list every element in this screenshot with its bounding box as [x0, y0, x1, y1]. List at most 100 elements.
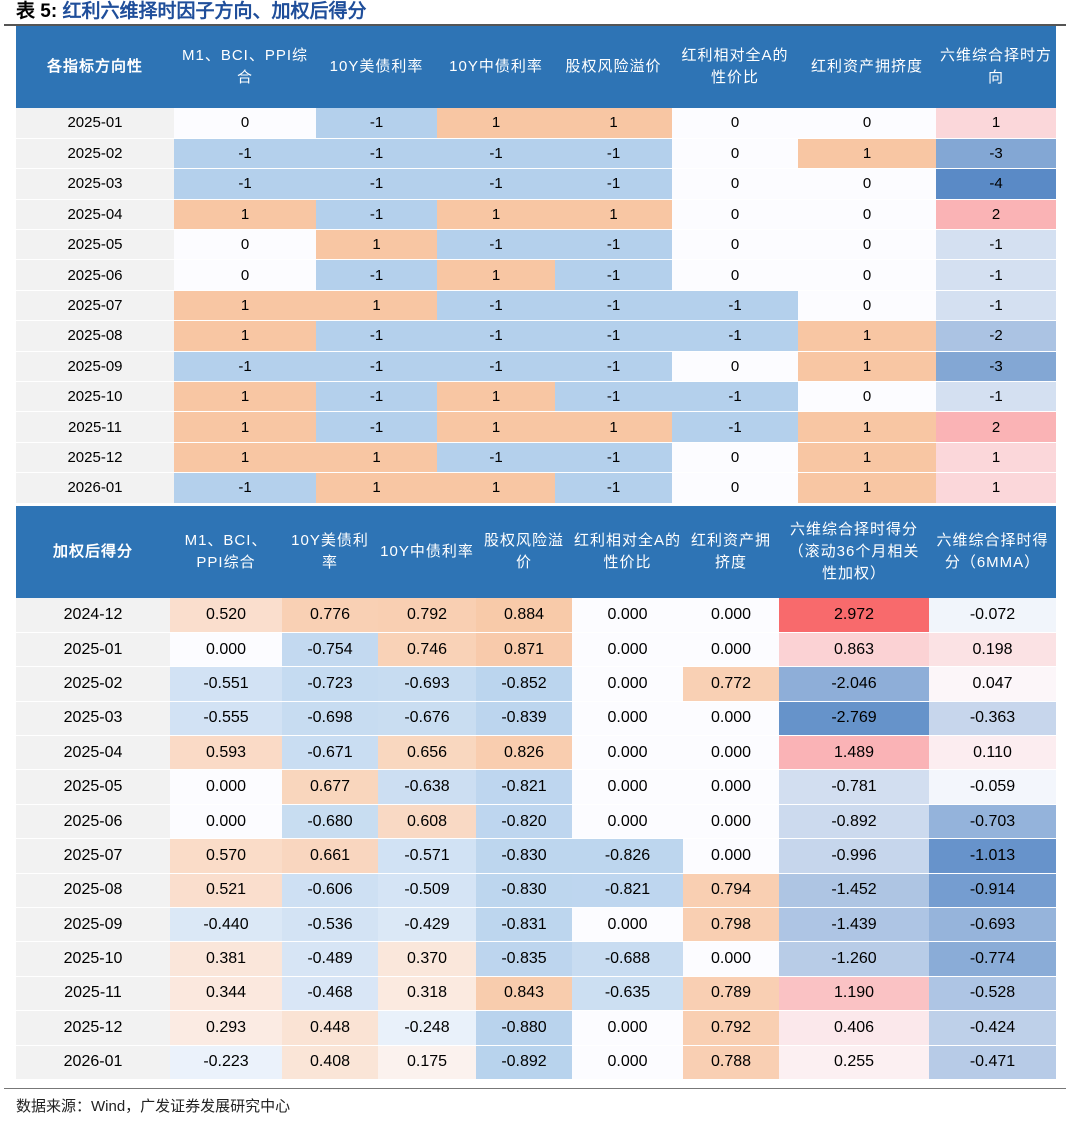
- value-cell: 0.381: [170, 941, 282, 977]
- column-header: 加权后得分: [16, 506, 170, 598]
- value-cell: -1: [316, 411, 437, 443]
- table-row: 2025-06 0 -1 1 -1 0 0 -1: [16, 259, 1056, 291]
- value-cell: 0: [174, 259, 316, 291]
- value-cell: -0.831: [476, 907, 572, 943]
- value-cell: -0.072: [929, 598, 1056, 633]
- value-cell: -0.680: [282, 804, 378, 840]
- value-cell: -1: [555, 442, 672, 474]
- date-cell: 2025-05: [16, 769, 170, 805]
- date-cell: 2025-04: [16, 735, 170, 771]
- value-cell: -0.693: [378, 666, 476, 702]
- value-cell: 0.788: [683, 1045, 779, 1080]
- table-row: 2025-02 -0.551 -0.723 -0.693 -0.852 0.000 0.77…: [16, 666, 1056, 702]
- date-cell: 2025-04: [16, 199, 174, 231]
- table-separator: [16, 503, 1056, 506]
- value-cell: -0.852: [476, 666, 572, 702]
- value-cell: 0.608: [378, 804, 476, 840]
- value-cell: 0.000: [683, 769, 779, 805]
- factor-direction-table: 各指标方向性 M1、BCI、PPI综合 10Y美债利率 10Y中债利率 股权风险溢价 红利…: [16, 26, 1056, 504]
- value-cell: -1: [437, 138, 555, 170]
- value-cell: -0.555: [170, 701, 282, 737]
- value-cell: -1: [555, 472, 672, 504]
- date-cell: 2025-07: [16, 290, 174, 322]
- value-cell: 0.000: [683, 701, 779, 737]
- value-cell: 1.190: [779, 976, 929, 1012]
- value-cell: -1.013: [929, 838, 1056, 874]
- value-cell: 0.293: [170, 1010, 282, 1046]
- value-cell: 0: [672, 168, 798, 200]
- value-cell: 1: [798, 472, 936, 504]
- value-cell: 0.000: [572, 1045, 683, 1080]
- value-cell: -0.489: [282, 941, 378, 977]
- value-cell: -4: [936, 168, 1056, 200]
- value-cell: -1: [672, 381, 798, 413]
- value-cell: 0.000: [572, 666, 683, 702]
- value-cell: 0.318: [378, 976, 476, 1012]
- value-cell: 0: [798, 199, 936, 231]
- value-cell: -1: [555, 259, 672, 291]
- value-cell: -0.248: [378, 1010, 476, 1046]
- value-cell: -0.606: [282, 873, 378, 909]
- date-cell: 2025-05: [16, 229, 174, 261]
- value-cell: 1: [555, 199, 672, 231]
- table-row: 2025-05 0 1 -1 -1 0 0 -1: [16, 229, 1056, 261]
- value-cell: -1: [437, 442, 555, 474]
- value-cell: -1: [437, 229, 555, 261]
- table-row: 2025-09 -0.440 -0.536 -0.429 -0.831 0.000 0.79…: [16, 907, 1056, 943]
- value-cell: -1: [316, 138, 437, 170]
- value-cell: -1: [316, 108, 437, 139]
- column-header: 六维综合择时得分（6MMA）: [929, 506, 1056, 598]
- date-cell: 2025-11: [16, 976, 170, 1012]
- value-cell: 2: [936, 411, 1056, 443]
- value-cell: 0.593: [170, 735, 282, 771]
- value-cell: 0: [672, 351, 798, 383]
- value-cell: 0.344: [170, 976, 282, 1012]
- value-cell: 1: [174, 320, 316, 352]
- table-row: 2025-03 -1 -1 -1 -1 0 0 -4: [16, 168, 1056, 200]
- value-cell: 0.521: [170, 873, 282, 909]
- value-cell: 0.000: [170, 804, 282, 840]
- value-cell: -0.671: [282, 735, 378, 771]
- value-cell: -0.996: [779, 838, 929, 874]
- value-cell: 1: [798, 320, 936, 352]
- value-cell: -0.781: [779, 769, 929, 805]
- value-cell: 1: [798, 442, 936, 474]
- table-row: 2025-01 0 -1 1 1 0 0 1: [16, 108, 1056, 139]
- table-row: 2025-05 0.000 0.677 -0.638 -0.821 0.000 0.000-…: [16, 769, 1056, 805]
- value-cell: -0.826: [572, 838, 683, 874]
- table-caption: 红利六维择时因子方向、加权后得分: [62, 1, 367, 22]
- column-header: 股权风险溢价: [476, 506, 572, 598]
- value-cell: -1: [174, 168, 316, 200]
- value-cell: 1: [936, 108, 1056, 139]
- value-cell: 1: [798, 411, 936, 443]
- value-cell: -1: [555, 290, 672, 322]
- value-cell: 1: [437, 108, 555, 139]
- value-cell: -0.440: [170, 907, 282, 943]
- value-cell: -1: [316, 259, 437, 291]
- value-cell: -0.914: [929, 873, 1056, 909]
- value-cell: 0.746: [378, 632, 476, 668]
- value-cell: 2: [936, 199, 1056, 231]
- table-row: 2025-10 1 -1 1 -1 -1 0 -1: [16, 381, 1056, 413]
- value-cell: 0.000: [572, 1010, 683, 1046]
- table-row: 2026-01 -1 1 1 -1 0 1 1: [16, 472, 1056, 504]
- date-cell: 2025-12: [16, 442, 174, 474]
- value-cell: -0.821: [572, 873, 683, 909]
- value-cell: -2.046: [779, 666, 929, 702]
- value-cell: -0.528: [929, 976, 1056, 1012]
- value-cell: -1: [174, 138, 316, 170]
- column-header: 股权风险溢价: [555, 26, 672, 108]
- date-cell: 2025-02: [16, 666, 170, 702]
- value-cell: 0.794: [683, 873, 779, 909]
- value-cell: 0.000: [572, 769, 683, 805]
- value-cell: 0.000: [170, 769, 282, 805]
- column-header: M1、BCI、PPI综合: [170, 506, 282, 598]
- value-cell: -1.260: [779, 941, 929, 977]
- column-header: 红利相对全A的性价比: [572, 506, 683, 598]
- value-cell: -0.471: [929, 1045, 1056, 1080]
- value-cell: -2.769: [779, 701, 929, 737]
- value-cell: 0.570: [170, 838, 282, 874]
- value-cell: -0.676: [378, 701, 476, 737]
- table-row: 2025-09 -1 -1 -1 -1 0 1 -3: [16, 351, 1056, 383]
- value-cell: 0.000: [572, 735, 683, 771]
